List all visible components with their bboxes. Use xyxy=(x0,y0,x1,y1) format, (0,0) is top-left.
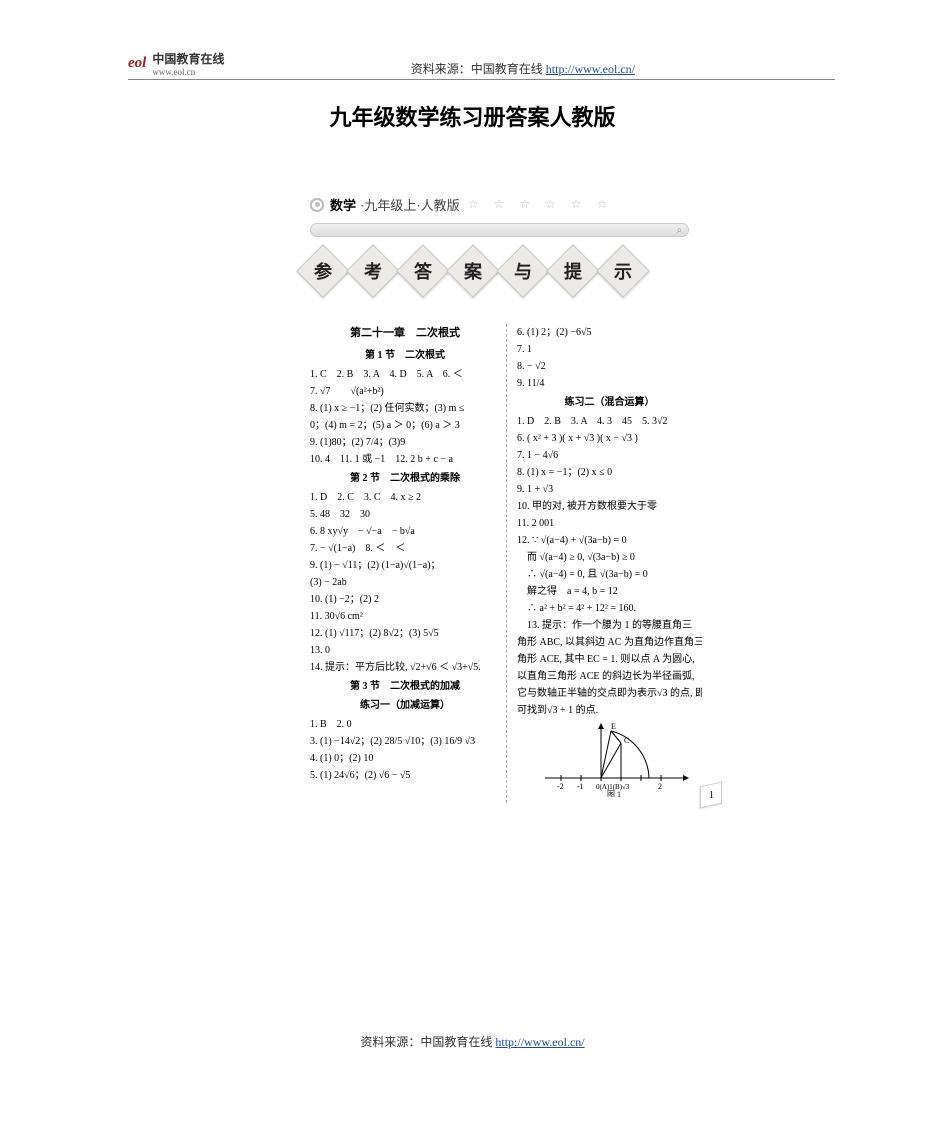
page-top-header: eol 中国教育在线 www.eol.cn 资料来源：中国教育在线 http:/… xyxy=(128,48,835,80)
diamond-char-6: 示 xyxy=(596,244,650,298)
answer-line: 9. 11/4 xyxy=(517,375,702,392)
answer-line: 它与数轴正半轴的交点即为表示√3 的点, 即 xyxy=(517,685,702,702)
answer-line: 5. (1) 24√6；(2) √6 − √5 xyxy=(310,767,500,784)
magnifier-icon: ⌕ xyxy=(677,225,683,236)
answer-line: 6. (1) 2；(2) −6√5 xyxy=(517,324,702,341)
answer-line: 12. (1) √117；(2) 8√2；(3) 5√5 xyxy=(310,625,500,642)
section-3-title: 第 3 节 二次根式的加减 xyxy=(310,678,500,695)
fig-point-E: E xyxy=(611,723,616,731)
source-link[interactable]: http://www.eol.cn/ xyxy=(546,62,635,76)
answer-line: 12. ∵ √(a−4) + √(3a−b) = 0 xyxy=(517,532,702,549)
chapter-title: 第二十一章 二次根式 xyxy=(310,324,500,343)
diamond-char-0: 参 xyxy=(296,244,350,298)
answer-line: 0；(4) m = 2；(5) a ＞ 0；(6) a ＞ 3 xyxy=(310,417,500,434)
page-number: 1 xyxy=(709,790,714,801)
section-2-title: 第 2 节 二次根式的乘除 xyxy=(310,470,500,487)
answer-line: 10. 4 11. 1 或 −1 12. 2 b + c − a xyxy=(310,451,500,468)
answer-columns: 第二十一章 二次根式 第 1 节 二次根式 1. C 2. B 3. A 4. … xyxy=(310,324,710,803)
answer-line: 1. C 2. B 3. A 4. D 5. A 6. ＜ xyxy=(310,366,500,383)
diamond-char-3: 案 xyxy=(446,244,500,298)
answer-line: 6. 8 xy√y − √−a − b√a xyxy=(310,523,500,540)
answer-line: 1. B 2. 0 xyxy=(310,716,500,733)
right-column: 6. (1) 2；(2) −6√5 7. 1 8. − √2 9. 11/4 练… xyxy=(506,324,702,803)
number-line-figure: E C -2 -1 0(A)1(B)√3 2 图 1 xyxy=(541,723,691,797)
answer-line: 9. (1) − √11；(2) (1−a)√(1−a)； xyxy=(310,557,500,574)
logo-url-text: www.eol.cn xyxy=(152,67,224,77)
right-section-title: 练习二（混合运算） xyxy=(517,394,702,411)
answer-line: 10. (1) −2；(2) 2 xyxy=(310,591,500,608)
diamond-char-1: 考 xyxy=(346,244,400,298)
section-1-title: 第 1 节 二次根式 xyxy=(310,347,500,364)
subject-tab: 数学 ·九年级上·人教版 ☆ ☆ ☆ ☆ ☆ ☆ xyxy=(310,195,613,214)
figure-caption: 图 1 xyxy=(607,790,621,797)
answer-line: 11. 30√6 cm² xyxy=(310,608,500,625)
book-subject-header: 数学 ·九年级上·人教版 ☆ ☆ ☆ ☆ ☆ ☆ ⌕ xyxy=(310,195,705,237)
answer-line: 4. (1) 0；(2) 10 xyxy=(310,750,500,767)
answer-key-heading: 参 考 答 案 与 提 示 xyxy=(0,252,945,295)
answer-line: 11. 2 001 xyxy=(517,515,702,532)
answer-line: 6. ( x² + 3 )( x + √3 )( x − √3 ) xyxy=(517,430,702,447)
page-number-corner: 1 xyxy=(700,782,722,809)
answer-line: 13. 提示：作一个腰为 1 的等腰直角三 xyxy=(517,617,702,634)
answer-line: 7. √7 √(a²+b²) xyxy=(310,383,500,400)
fig-tick-label: -1 xyxy=(577,782,584,791)
answer-line: 10. 甲的对, 被开方数根要大于零 xyxy=(517,498,702,515)
answer-line: 解之得 a = 4, b = 12 xyxy=(517,583,702,600)
answer-line: 角形 ABC, 以其斜边 AC 为直角边作直角三 xyxy=(517,634,702,651)
answer-line: 而 √(a−4) ≥ 0, √(3a−b) ≥ 0 xyxy=(517,549,702,566)
decorative-search-bar: ⌕ xyxy=(310,223,689,237)
subject-name: 数学 xyxy=(330,195,356,214)
footer-link[interactable]: http://www.eol.cn/ xyxy=(495,1035,584,1049)
answer-line: 1. D 2. B 3. A 4. 3 45 5. 3√2 xyxy=(517,413,702,430)
fig-tick-label: -2 xyxy=(557,782,564,791)
logo-cn-text: 中国教育在线 xyxy=(152,50,224,67)
answer-line: (3) − 2ab xyxy=(310,574,500,591)
answer-line: 3. (1) −14√2；(2) 28/5 √10；(3) 16/9 √3 xyxy=(310,733,500,750)
source-prefix: 资料来源：中国教育在线 xyxy=(411,62,546,76)
document-title: 九年级数学练习册答案人教版 xyxy=(0,100,945,132)
subject-grade: ·九年级上·人教版 xyxy=(360,195,460,214)
footer-prefix: 资料来源：中国教育在线 xyxy=(360,1035,495,1049)
answer-line: 1. D 2. C 3. C 4. x ≥ 2 xyxy=(310,489,500,506)
site-logo: eol 中国教育在线 www.eol.cn xyxy=(128,50,224,77)
logo-mark: eol xyxy=(128,55,146,72)
answer-line: 7. 1 − 4√6 xyxy=(517,447,702,464)
fig-point-C: C xyxy=(624,736,629,745)
fig-tick-label: 2 xyxy=(658,782,662,791)
answer-line: ∴ a² + b² = 4² + 12² = 160. xyxy=(517,600,702,617)
tab-bullet-icon xyxy=(310,198,324,212)
answer-line: 7. − √(1−a) 8. ＜ ＜ xyxy=(310,540,500,557)
answer-line: 5. 48 32 30 xyxy=(310,506,500,523)
answer-line: ∴ √(a−4) = 0, 且 √(3a−b) = 0 xyxy=(517,566,702,583)
footer-attribution: 资料来源：中国教育在线 http://www.eol.cn/ xyxy=(0,1033,945,1050)
answer-line: 可找到√3 + 1 的点. xyxy=(517,702,702,719)
diamond-char-2: 答 xyxy=(396,244,450,298)
section-3-sub: 练习一（加减运算） xyxy=(310,697,500,714)
answer-line: 8. (1) x = −1；(2) x ≤ 0 xyxy=(517,464,702,481)
answer-line: 以直角三角形 ACE 的斜边长为半径画弧, xyxy=(517,668,702,685)
answer-line: 9. (1)80；(2) 7/4；(3)9 xyxy=(310,434,500,451)
diamond-char-4: 与 xyxy=(496,244,550,298)
answer-line: 7. 1 xyxy=(517,341,702,358)
star-decoration: ☆ ☆ ☆ ☆ ☆ ☆ xyxy=(468,197,614,212)
answer-line: 8. (1) x ≥ −1；(2) 任何实数；(3) m ≤ xyxy=(310,400,500,417)
answer-line: 14. 提示：平方后比较, √2+√6 ＜ √3+√5. xyxy=(310,659,500,676)
answer-line: 9. 1 + √3 xyxy=(517,481,702,498)
left-column: 第二十一章 二次根式 第 1 节 二次根式 1. C 2. B 3. A 4. … xyxy=(310,324,506,803)
answer-line: 角形 ACE, 其中 EC = 1. 则以点 A 为圆心, xyxy=(517,651,702,668)
answer-line: 8. − √2 xyxy=(517,358,702,375)
source-attribution: 资料来源：中国教育在线 http://www.eol.cn/ xyxy=(411,60,635,77)
answer-line: 13. 0 xyxy=(310,642,500,659)
diamond-char-5: 提 xyxy=(546,244,600,298)
